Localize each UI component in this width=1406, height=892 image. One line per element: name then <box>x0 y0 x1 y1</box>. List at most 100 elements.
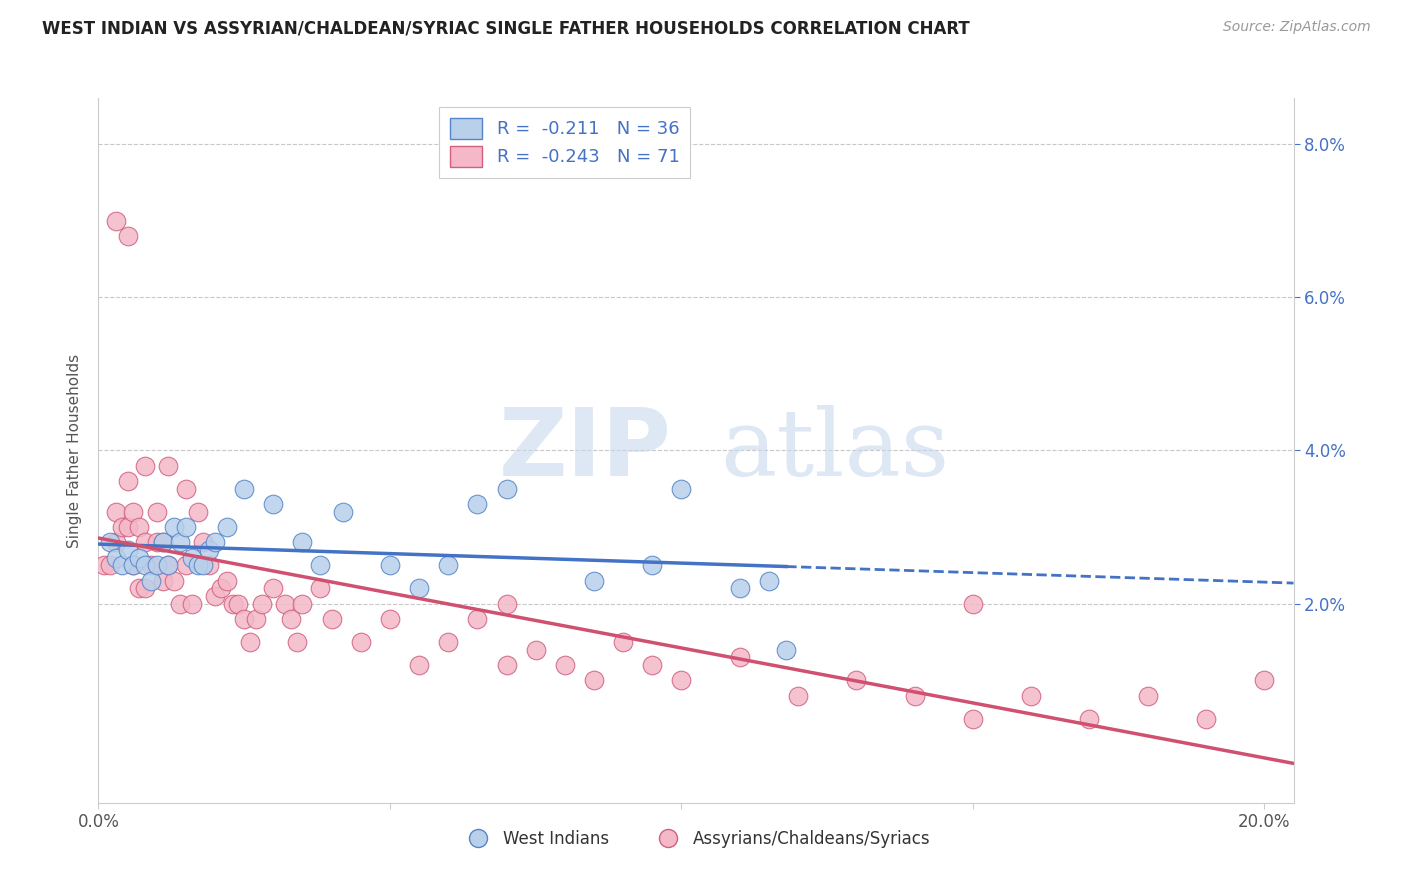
Point <box>233 482 256 496</box>
Point <box>582 673 605 688</box>
Point <box>157 458 180 473</box>
Point <box>495 482 517 496</box>
Point <box>467 612 489 626</box>
Point <box>117 520 139 534</box>
Point <box>193 535 215 549</box>
Point <box>582 574 605 588</box>
Point <box>215 574 238 588</box>
Point <box>128 582 150 596</box>
Point <box>221 597 243 611</box>
Point <box>250 597 273 611</box>
Point <box>262 497 284 511</box>
Point <box>198 558 221 573</box>
Point <box>157 558 180 573</box>
Point <box>285 635 308 649</box>
Point <box>180 597 202 611</box>
Point <box>962 712 984 726</box>
Point <box>152 535 174 549</box>
Point <box>169 535 191 549</box>
Point <box>728 650 751 665</box>
Point <box>163 520 186 534</box>
Point <box>309 582 332 596</box>
Point <box>291 597 314 611</box>
Point <box>728 582 751 596</box>
Point <box>1253 673 1275 688</box>
Point <box>117 474 139 488</box>
Point <box>554 657 576 672</box>
Point <box>233 612 256 626</box>
Point <box>186 505 208 519</box>
Point <box>198 543 221 558</box>
Point <box>467 497 489 511</box>
Point <box>163 574 186 588</box>
Point <box>962 597 984 611</box>
Point <box>408 582 430 596</box>
Point <box>262 582 284 596</box>
Point <box>128 550 150 565</box>
Point <box>408 657 430 672</box>
Point <box>145 535 167 549</box>
Point <box>104 550 127 565</box>
Point <box>332 505 354 519</box>
Legend: West Indians, Assyrians/Chaldeans/Syriacs: West Indians, Assyrians/Chaldeans/Syriac… <box>456 823 936 855</box>
Point <box>495 597 517 611</box>
Point <box>437 558 460 573</box>
Point <box>641 558 664 573</box>
Point <box>204 589 226 603</box>
Point <box>174 482 197 496</box>
Point <box>845 673 868 688</box>
Point <box>274 597 297 611</box>
Point <box>98 535 121 549</box>
Point <box>134 535 156 549</box>
Point <box>104 505 127 519</box>
Point <box>1195 712 1218 726</box>
Point <box>157 558 180 573</box>
Point <box>245 612 267 626</box>
Point <box>671 482 693 496</box>
Point <box>93 558 115 573</box>
Point <box>321 612 343 626</box>
Point <box>139 558 162 573</box>
Point <box>378 612 401 626</box>
Point <box>1136 689 1159 703</box>
Point <box>186 558 208 573</box>
Point <box>903 689 925 703</box>
Y-axis label: Single Father Households: Single Father Households <box>67 353 83 548</box>
Point <box>174 520 197 534</box>
Point <box>98 558 121 573</box>
Point <box>117 543 139 558</box>
Point <box>134 582 156 596</box>
Point <box>169 597 191 611</box>
Point <box>209 582 232 596</box>
Text: WEST INDIAN VS ASSYRIAN/CHALDEAN/SYRIAC SINGLE FATHER HOUSEHOLDS CORRELATION CHA: WEST INDIAN VS ASSYRIAN/CHALDEAN/SYRIAC … <box>42 20 970 37</box>
Point <box>128 520 150 534</box>
Point <box>134 558 156 573</box>
Point <box>1078 712 1101 726</box>
Point <box>215 520 238 534</box>
Point <box>122 558 145 573</box>
Point <box>524 642 547 657</box>
Point <box>152 574 174 588</box>
Point <box>122 505 145 519</box>
Point <box>309 558 332 573</box>
Point <box>280 612 302 626</box>
Point <box>145 558 167 573</box>
Point <box>117 229 139 244</box>
Point <box>671 673 693 688</box>
Point <box>174 558 197 573</box>
Text: Source: ZipAtlas.com: Source: ZipAtlas.com <box>1223 20 1371 34</box>
Point <box>291 535 314 549</box>
Point <box>111 558 134 573</box>
Point <box>104 535 127 549</box>
Point <box>145 505 167 519</box>
Text: atlas: atlas <box>720 406 949 495</box>
Point <box>775 642 797 657</box>
Point <box>111 520 134 534</box>
Point <box>437 635 460 649</box>
Point <box>180 550 202 565</box>
Text: ZIP: ZIP <box>499 404 672 497</box>
Point <box>152 535 174 549</box>
Point <box>1019 689 1042 703</box>
Point <box>122 558 145 573</box>
Point <box>139 574 162 588</box>
